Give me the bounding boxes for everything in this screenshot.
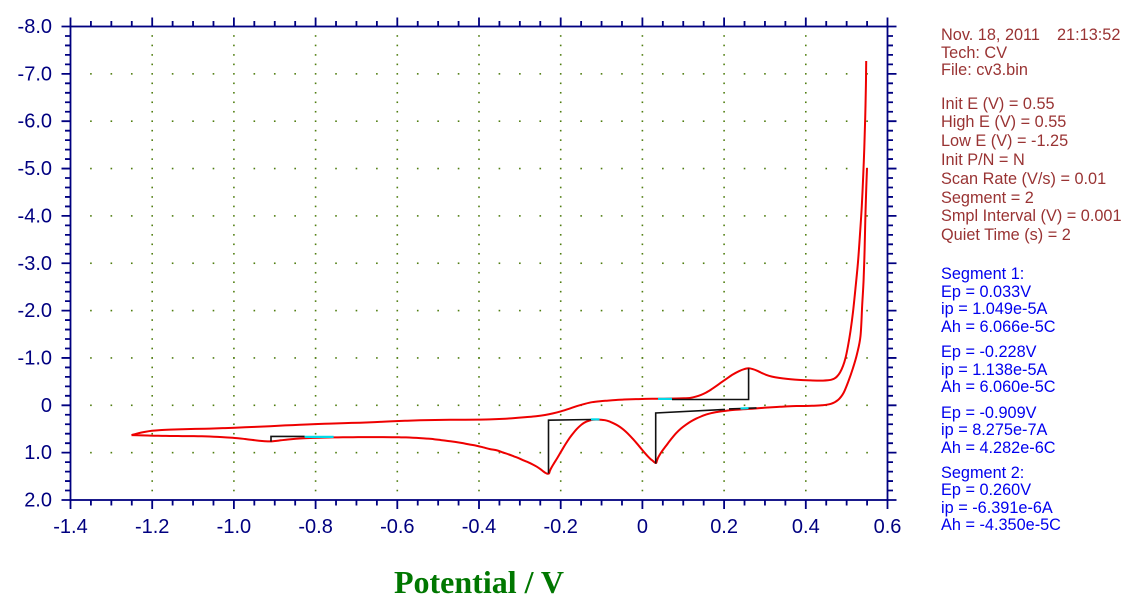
svg-text:-4.0: -4.0 — [18, 205, 52, 227]
svg-text:-7.0: -7.0 — [18, 63, 52, 85]
svg-text:-1.2: -1.2 — [135, 516, 169, 538]
svg-text:-6.0: -6.0 — [18, 111, 52, 133]
svg-text:-0.8: -0.8 — [298, 516, 332, 538]
svg-text:-0.6: -0.6 — [380, 516, 414, 538]
svg-text:0: 0 — [41, 395, 52, 417]
svg-text:-5.0: -5.0 — [18, 158, 52, 180]
svg-text:-8.0: -8.0 — [18, 16, 52, 38]
svg-text:-0.4: -0.4 — [462, 516, 496, 538]
svg-text:-1.4: -1.4 — [53, 516, 87, 538]
svg-text:1.0: 1.0 — [24, 442, 52, 464]
svg-text:-2.0: -2.0 — [18, 300, 52, 322]
svg-text:0.2: 0.2 — [710, 516, 738, 538]
svg-text:-0.2: -0.2 — [543, 516, 577, 538]
svg-text:-1.0: -1.0 — [18, 347, 52, 369]
svg-text:0.4: 0.4 — [792, 516, 820, 538]
svg-text:-3.0: -3.0 — [18, 253, 52, 275]
svg-text:2.0: 2.0 — [24, 490, 52, 512]
svg-text:0: 0 — [637, 516, 648, 538]
svg-text:-1.0: -1.0 — [217, 516, 251, 538]
svg-text:0.6: 0.6 — [874, 516, 902, 538]
